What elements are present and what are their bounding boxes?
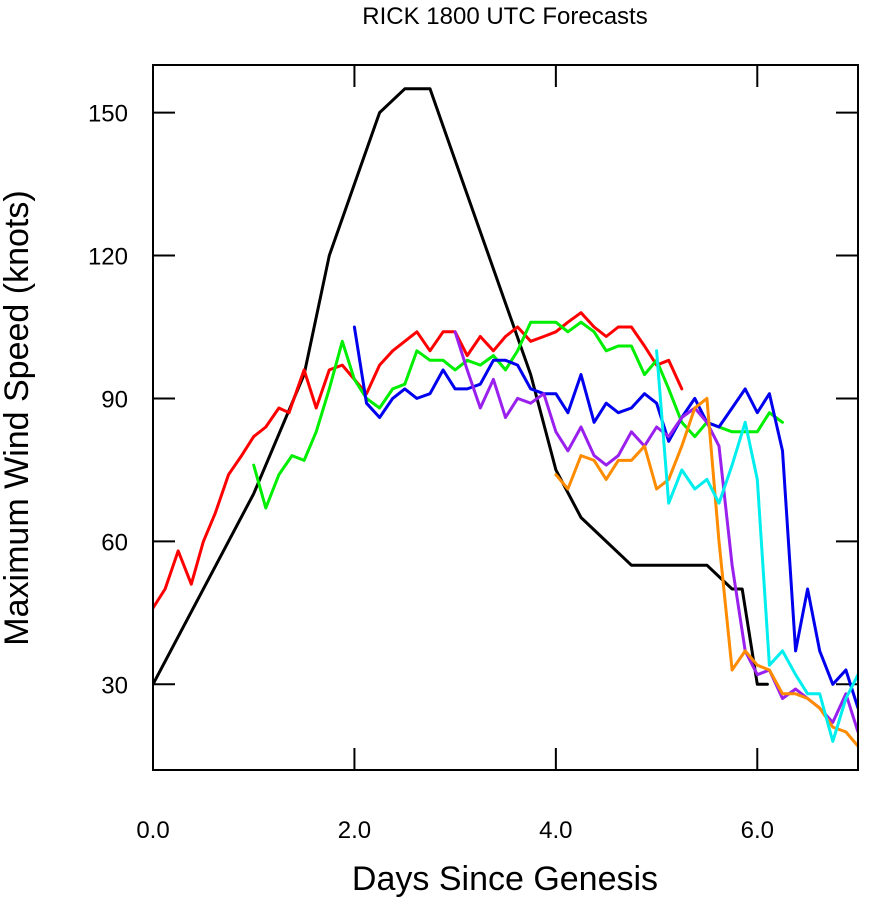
axis-ticks: 0.0 2.0 4.0 6.0 30 60 90 120 150: [88, 65, 858, 844]
series-lines: [153, 87, 858, 748]
series-line-5: [453, 330, 858, 734]
x-tick-label: 4.0: [539, 817, 572, 844]
y-tick-label: 90: [101, 386, 128, 413]
chart-title: RICK 1800 UTC Forecasts: [362, 3, 647, 30]
y-tick-label: 150: [88, 101, 128, 128]
series-line-7: [655, 349, 858, 743]
y-tick-label: 120: [88, 244, 128, 271]
series-line-2: [153, 311, 684, 610]
y-axis-label: Maximum Wind Speed (knots): [0, 190, 36, 645]
y-tick-label: 60: [101, 529, 128, 556]
x-tick-label: 2.0: [338, 817, 371, 844]
series-line-1: [153, 87, 769, 686]
x-tick-label: 6.0: [741, 817, 774, 844]
series-line-6: [554, 396, 858, 748]
series-line-3: [252, 320, 784, 510]
y-tick-label: 30: [101, 672, 128, 699]
series-line-4: [352, 325, 858, 710]
x-axis-label: Days Since Genesis: [352, 860, 658, 898]
plot-frame: [152, 64, 859, 771]
x-tick-label: 0.0: [136, 817, 169, 844]
